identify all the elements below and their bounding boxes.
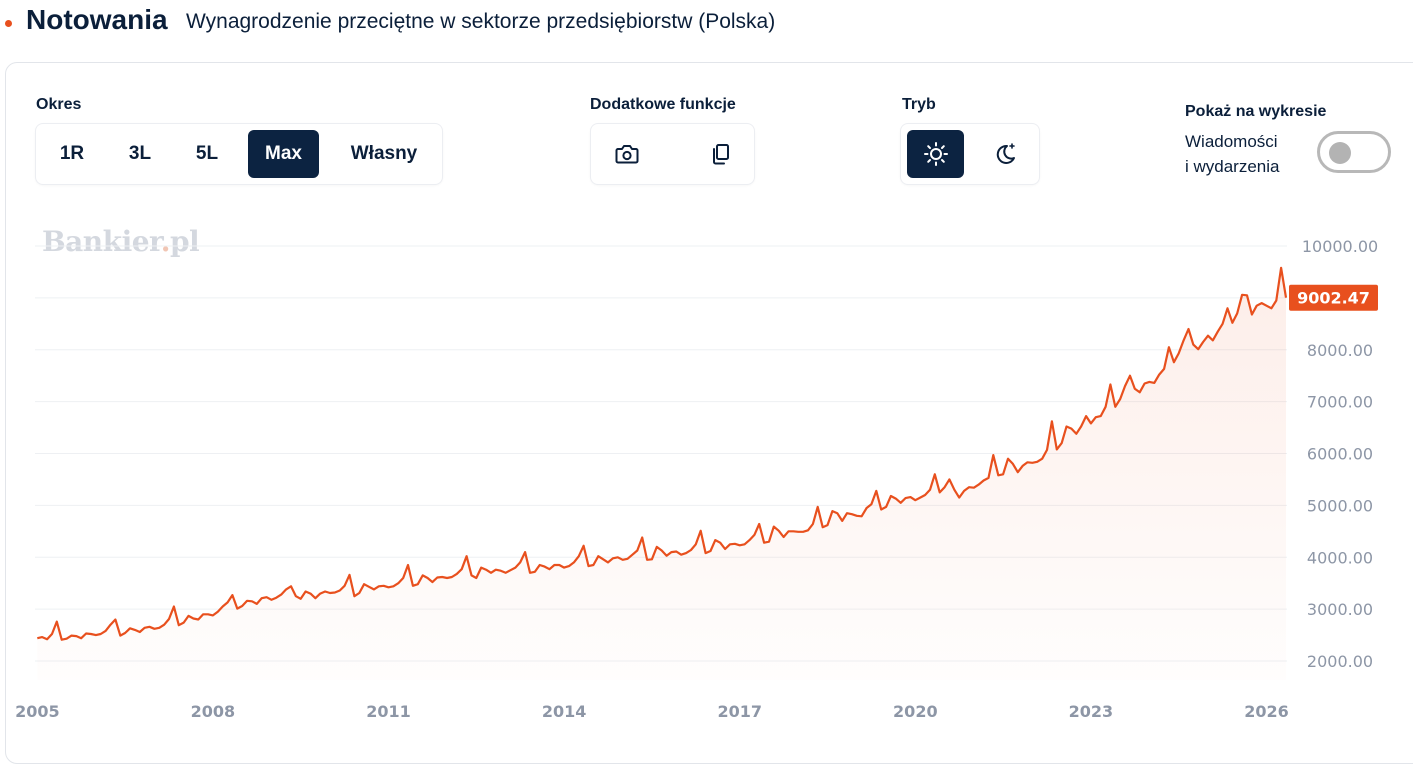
news-events-toggle[interactable] (1317, 131, 1391, 173)
light-mode-button[interactable] (907, 130, 964, 178)
sun-icon (923, 142, 948, 166)
x-tick-label: 2026 (1244, 702, 1289, 721)
period-selector: 1R 3L 5L Max Własny (35, 123, 443, 185)
extra-functions-label: Dodatkowe funkcje (590, 96, 736, 113)
y-tick-label: 5000.00 (1307, 496, 1373, 515)
y-tick-label: 2000.00 (1307, 652, 1373, 671)
x-tick-label: 2008 (191, 702, 236, 721)
mode-selector (900, 123, 1040, 185)
x-tick-label: 2005 (15, 702, 60, 721)
period-button-custom[interactable]: Własny (350, 143, 418, 164)
chart-area-layer (37, 267, 1286, 680)
x-axis: 2005 2008 2011 2014 2017 2020 2023 2026 (15, 702, 1289, 721)
y-tick-label: 4000.00 (1307, 548, 1373, 567)
period-button-5l[interactable]: 5L (195, 143, 219, 164)
x-tick-label: 2020 (893, 702, 938, 721)
y-axis: 10000.00 8000.00 7000.00 6000.00 5000.00 4000… (1302, 237, 1378, 671)
series-area (37, 267, 1286, 680)
toggle-knob (1329, 142, 1351, 164)
period-label: Okres (36, 96, 82, 113)
series-line (37, 266, 1288, 641)
x-tick-label: 2014 (542, 702, 587, 721)
watermark-name: Bankier (42, 225, 161, 258)
x-tick-label: 2011 (366, 702, 411, 721)
period-button-1r[interactable]: 1R (59, 143, 85, 164)
news-events-label-line1: Wiadomości (1185, 132, 1278, 151)
y-tick-label: 7000.00 (1307, 393, 1373, 412)
news-events-label: Wiadomości i wydarzenia (1185, 129, 1280, 179)
period-button-max[interactable]: Max (248, 130, 319, 178)
y-tick-label: 8000.00 (1307, 341, 1373, 360)
news-events-label-line2: i wydarzenia (1185, 157, 1280, 176)
dark-mode-button[interactable] (976, 130, 1033, 178)
last-value-label: 9002.47 (1297, 289, 1370, 308)
period-button-3l[interactable]: 3L (128, 143, 152, 164)
camera-icon (615, 145, 638, 164)
y-tick-label: 10000.00 (1302, 237, 1378, 256)
page-title: Notowania (26, 4, 168, 35)
y-tick-label: 3000.00 (1307, 600, 1373, 619)
watermark-dot: . (160, 225, 171, 258)
salary-chart: 10000.00 8000.00 7000.00 6000.00 5000.00 4000… (15, 237, 1378, 721)
copy-icon (712, 144, 729, 165)
bullet-icon (5, 20, 12, 27)
x-tick-label: 2023 (1069, 702, 1114, 721)
copy-button[interactable] (693, 130, 748, 178)
extra-functions-group (590, 123, 755, 185)
watermark-tld: pl (169, 225, 200, 258)
y-tick-label: 6000.00 (1307, 445, 1373, 464)
screenshot-button[interactable] (599, 130, 654, 178)
show-on-chart-label: Pokaż na wykresie (1185, 103, 1327, 120)
chart-line-layer (37, 266, 1288, 641)
page-subtitle: Wynagrodzenie przeciętne w sektorze prze… (186, 10, 776, 33)
bankier-watermark: Bankier.pl (42, 225, 200, 258)
moon-icon (996, 143, 1015, 164)
x-tick-label: 2017 (717, 702, 762, 721)
last-value-marker: 9002.47 (1289, 284, 1378, 311)
last-value-badge (1289, 284, 1378, 311)
mode-label: Tryb (902, 96, 936, 113)
